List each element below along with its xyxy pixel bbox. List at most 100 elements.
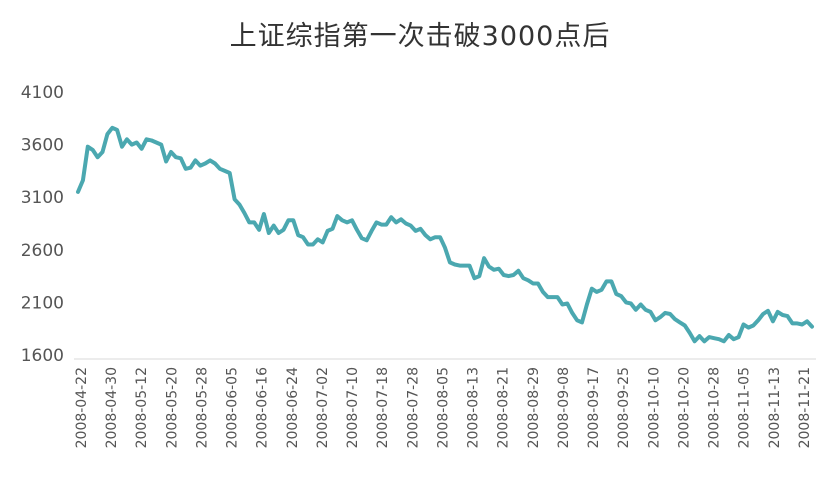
y-tick-label: 2600 [21,241,64,261]
data-point [712,336,716,340]
x-tick-label: 2008-05-12 [134,367,150,448]
data-point [551,295,555,299]
data-point [512,273,515,277]
data-point [414,229,418,233]
data-point [702,339,706,343]
x-tick-label: 2008-11-21 [797,367,813,448]
data-point [737,335,741,339]
data-point [96,155,100,159]
data-point [492,268,496,272]
data-point [609,279,613,283]
data-point [810,325,814,329]
data-point [203,162,207,165]
data-point [198,164,202,168]
data-point [262,212,266,216]
x-tick-label: 2008-07-10 [345,367,361,448]
data-point [800,323,804,326]
x-tick-label: 2008-05-28 [194,367,210,448]
data-point [600,288,604,292]
data-point [438,235,442,239]
data-point [781,313,785,317]
data-point [497,267,501,271]
data-point [423,233,427,237]
data-point [746,326,750,330]
data-point [159,143,163,147]
data-point [193,158,197,162]
x-tick-label: 2008-08-29 [526,367,542,448]
data-point [223,169,227,173]
data-point [649,310,652,314]
data-point [365,238,369,242]
data-point [516,269,520,273]
data-point [639,303,643,306]
x-tick-label: 2008-07-28 [405,367,421,448]
data-point [184,167,188,171]
data-point [433,235,437,239]
data-point [468,264,471,268]
data-point [678,320,682,324]
data-point [238,203,241,207]
data-point [130,143,134,147]
data-point [335,214,339,218]
data-point [296,233,300,237]
data-point [394,220,398,224]
data-point [556,295,559,299]
y-tick-label: 1600 [21,346,64,366]
y-tick-label: 2100 [21,293,64,313]
data-point [169,150,173,154]
data-point [316,237,320,241]
data-point [619,294,623,298]
data-point [306,243,310,246]
data-point [428,237,432,241]
data-point [463,264,467,268]
y-tick-label: 4100 [21,83,64,103]
data-point [717,337,721,341]
data-point [389,215,393,219]
data-point [629,302,633,305]
data-point [521,276,525,280]
data-point [732,337,736,341]
data-point [355,228,359,232]
data-point [384,223,388,227]
data-point [242,211,246,215]
data-point [727,333,731,337]
data-point [472,276,476,280]
data-point [174,155,178,159]
data-point [257,228,261,232]
data-point [805,319,809,323]
data-point [707,335,711,339]
data-point [291,218,295,222]
data-point [120,145,124,149]
data-point [614,292,618,296]
data-point [86,145,90,149]
data-point [575,318,579,322]
data-point [154,141,158,144]
data-point [683,324,687,327]
data-point [653,318,657,322]
data-point [404,222,408,225]
x-tick-label: 2008-11-13 [767,367,783,448]
data-point [350,218,354,222]
data-point [115,128,119,132]
data-point [282,228,285,232]
data-point [233,197,237,201]
data-point [658,315,662,319]
x-tick-label: 2008-10-10 [646,367,662,448]
data-point [590,287,594,291]
data-point [340,218,344,222]
x-tick-label: 2008-10-20 [676,367,692,448]
data-point [360,236,364,240]
data-point [164,159,168,163]
data-point [751,324,755,327]
data-point [580,320,584,324]
x-tick-label: 2008-06-05 [225,367,241,448]
data-point [526,278,530,282]
data-point [105,132,109,136]
y-tick-label: 3600 [21,136,64,156]
data-point [140,147,144,151]
data-point [673,317,677,321]
data-point [252,220,256,224]
data-point [379,223,383,227]
data-point [189,166,192,170]
